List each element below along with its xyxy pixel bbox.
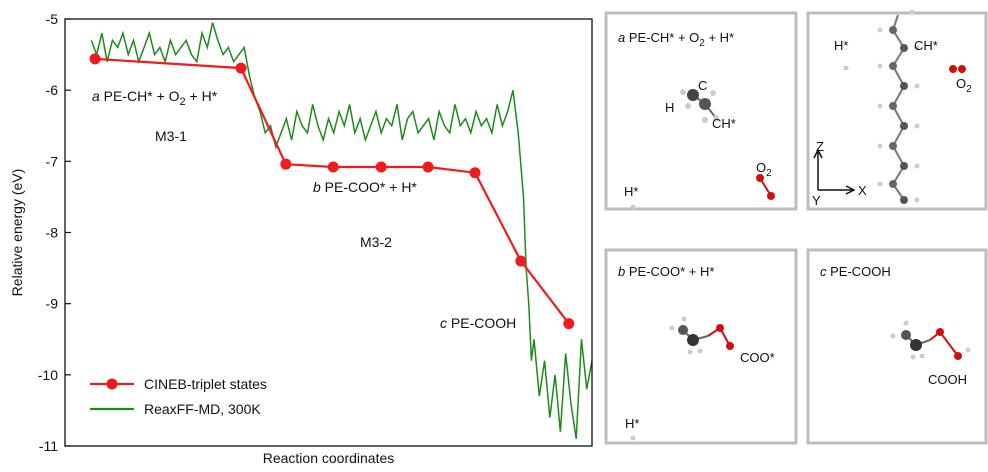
point [90,53,101,64]
y-tick-label: -5 [46,11,59,27]
atom-label: COOH [928,372,967,387]
label: 2 [766,168,772,179]
atom-label: CH* [914,38,938,53]
axis-label: Z [816,139,824,154]
point [470,167,481,178]
y-tick-label: -7 [46,153,59,169]
annotation-part: PE-COO* + H* [321,179,418,195]
panel-title: c PE-COOH [820,264,891,279]
annotation: M3-2 [360,234,392,250]
label: PE-CH* + O [625,30,699,45]
y-tick-label: -11 [39,438,58,454]
panel-title: b PE-COO* + H* [618,264,714,279]
label: 2 [966,84,972,95]
atom-label: H* [624,184,638,199]
legend-label: CINEB-triplet states [144,376,267,392]
point [376,162,387,173]
structure-panels: a PE-CH* + O2 + H* H C CH* H* O2 H* CH* … [606,10,986,444]
annotation: M3-1 [155,128,187,144]
axis-label: X [858,183,867,198]
annotation-part: PE-CH* + O [100,88,180,104]
chart: -11 -10 -9 -8 -7 -6 -5 Relative energy (eV) Reac… [9,11,592,466]
y-tick-label: -9 [46,296,59,312]
label: b [618,264,625,279]
atom-label: H* [625,416,639,431]
annotation: c PE-COOH [440,315,516,331]
atom-label: O2 [956,76,972,95]
point [515,255,526,266]
y-tick-label: -6 [46,82,59,98]
panel-title: a PE-CH* + O2 + H* [618,30,734,49]
annotation: a PE-CH* + O2 + H* [92,88,218,108]
figure: -11 -10 -9 -8 -7 -6 -5 Relative energy (eV) Reac… [0,0,988,467]
annotation-part: b [313,179,321,195]
atom-label: H* [834,38,848,53]
axis-label: Y [812,193,821,208]
point [236,63,247,74]
annotation-part: PE-COOH [447,315,516,331]
point [328,162,339,173]
atom-label: H [665,100,674,115]
label: O [756,160,766,175]
annotation-part: c [440,315,447,331]
point [563,318,574,329]
annotation-part: + H* [186,88,218,104]
atom-label: C [698,78,707,93]
annotation-part: a [92,88,100,104]
label: + H* [705,30,734,45]
y-tick-label: -8 [46,225,59,241]
atom-label: COO* [740,350,775,365]
atom-label: CH* [712,116,736,131]
legend-label: ReaxFF-MD, 300K [144,401,261,417]
y-tick-label: -10 [38,367,58,383]
molecule [631,89,776,210]
label: O [956,76,966,91]
molecule [631,317,735,441]
annotation-part: M3-2 [360,234,392,250]
x-axis-label: Reaction coordinates [263,450,395,466]
annotation: b PE-COO* + H* [313,179,417,195]
label: PE-COOH [827,264,891,279]
label: a [618,30,625,45]
point [280,159,291,170]
legend-marker [107,379,118,390]
label: PE-COO* + H* [625,264,714,279]
molecule [891,321,971,361]
point [423,162,434,173]
y-axis-label: Relative energy (eV) [9,169,25,297]
annotation-part: M3-1 [155,128,187,144]
